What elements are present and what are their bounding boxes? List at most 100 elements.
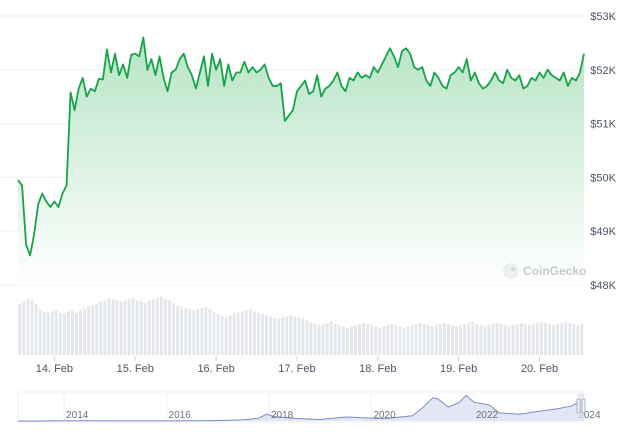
y-tick-label: $50K xyxy=(590,172,616,184)
volume-bar xyxy=(535,322,539,355)
volume-bar xyxy=(459,325,463,355)
price-point xyxy=(34,233,35,234)
volume-bar xyxy=(519,322,523,355)
navigator-right-handle[interactable] xyxy=(581,398,586,414)
volume-bar xyxy=(285,316,289,355)
volume-bar xyxy=(265,315,268,355)
price-point xyxy=(248,72,249,73)
volume-bar xyxy=(42,311,46,355)
price-point xyxy=(551,75,552,76)
price-point xyxy=(494,72,495,73)
volume-bar xyxy=(115,300,119,355)
price-point xyxy=(547,69,548,70)
price-point xyxy=(458,67,459,68)
volume-bar xyxy=(370,325,374,355)
x-tick-label: 17. Feb xyxy=(278,363,315,375)
volume-bar xyxy=(325,322,329,355)
volume-bars xyxy=(18,296,584,355)
price-point xyxy=(462,72,463,73)
price-point xyxy=(511,77,512,78)
volume-bar xyxy=(430,326,434,355)
volume-bar xyxy=(463,324,467,355)
y-tick-label: $52K xyxy=(590,65,616,77)
volume-bar xyxy=(22,301,26,355)
price-point xyxy=(167,91,168,92)
price-point xyxy=(123,64,124,65)
price-point xyxy=(389,48,390,49)
price-point xyxy=(559,80,560,81)
volume-bar xyxy=(176,305,180,355)
volume-bar xyxy=(540,321,543,355)
navigator-selection[interactable] xyxy=(578,393,584,421)
price-point xyxy=(442,85,443,86)
volume-bar xyxy=(394,325,398,355)
price-point xyxy=(523,88,524,89)
price-point xyxy=(135,53,136,54)
price-point xyxy=(418,69,419,70)
price-point xyxy=(70,92,71,93)
volume-bar xyxy=(418,322,422,355)
price-point xyxy=(313,91,314,92)
price-point xyxy=(252,67,253,68)
volume-bar xyxy=(471,321,475,355)
volume-bar xyxy=(281,317,285,355)
navigator-series-line xyxy=(17,394,585,422)
volume-bar xyxy=(46,312,50,355)
volume-bar xyxy=(531,324,535,355)
volume-bar xyxy=(168,300,171,355)
volume-bar xyxy=(87,306,91,355)
price-point xyxy=(102,79,103,80)
price-point xyxy=(78,88,79,89)
price-point xyxy=(563,72,564,73)
price-point xyxy=(450,75,451,76)
price-point xyxy=(486,85,487,86)
price-point xyxy=(357,72,358,73)
price-point xyxy=(353,80,354,81)
volume-bar xyxy=(580,324,584,355)
navigator-tick-label: 2016 xyxy=(169,410,192,421)
volume-bar xyxy=(544,322,547,355)
volume-bar xyxy=(79,310,82,355)
navigator-left-handle[interactable] xyxy=(576,398,581,414)
price-point xyxy=(211,53,212,54)
price-point xyxy=(555,77,556,78)
volume-bar xyxy=(560,322,564,355)
volume-bar xyxy=(192,310,196,355)
volume-bar xyxy=(515,324,519,355)
price-point xyxy=(191,75,192,76)
navigator-tick-label: 2018 xyxy=(271,410,294,421)
price-point xyxy=(163,77,164,78)
price-point xyxy=(535,80,536,81)
price-point xyxy=(296,91,297,92)
price-point xyxy=(82,77,83,78)
price-point xyxy=(272,85,273,86)
price-point xyxy=(240,72,241,73)
price-point xyxy=(300,85,301,86)
price-point xyxy=(543,77,544,78)
price-point xyxy=(183,53,184,54)
price-point xyxy=(110,72,111,73)
price-point xyxy=(507,69,508,70)
navigator-tick-label: 2020 xyxy=(373,410,396,421)
price-point xyxy=(571,77,572,78)
price-point xyxy=(66,185,67,186)
volume-bar xyxy=(228,315,232,355)
coingecko-watermark: CoinGecko xyxy=(503,263,586,279)
navigator-ticks: 2014 2016 2018 2020 2022 2024 xyxy=(66,410,601,421)
volume-bar xyxy=(455,326,458,355)
volume-bar xyxy=(499,324,503,355)
price-point xyxy=(203,56,204,57)
navigator-tick-label: 2022 xyxy=(476,410,499,421)
volume-bar xyxy=(216,314,220,355)
volume-bar xyxy=(527,325,531,355)
price-point xyxy=(385,56,386,57)
price-point xyxy=(292,110,293,111)
price-point xyxy=(280,83,281,84)
range-navigator[interactable]: 2014 2016 2018 2020 2022 2024 xyxy=(17,391,601,423)
volume-bar xyxy=(572,324,576,355)
volume-bar xyxy=(293,316,297,355)
volume-bar xyxy=(341,326,345,355)
price-point xyxy=(171,72,172,73)
price-point xyxy=(127,77,128,78)
volume-bar xyxy=(139,301,143,355)
